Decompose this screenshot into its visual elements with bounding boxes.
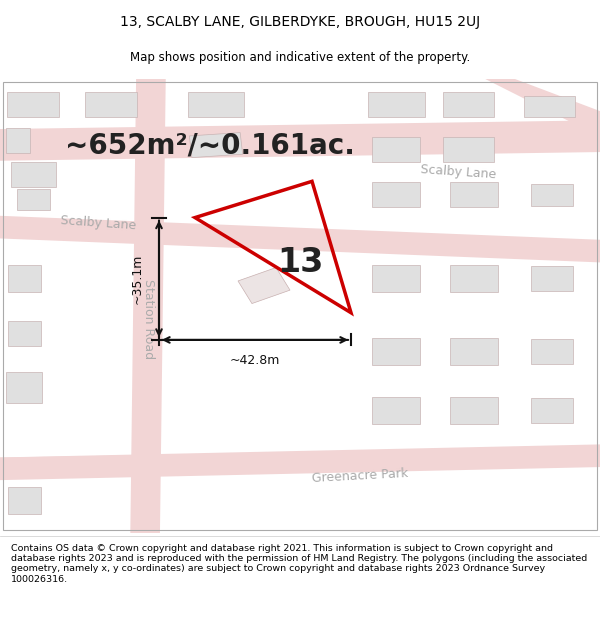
Polygon shape bbox=[372, 265, 420, 292]
Polygon shape bbox=[7, 92, 59, 117]
Polygon shape bbox=[523, 96, 575, 118]
Text: Map shows position and indicative extent of the property.: Map shows position and indicative extent… bbox=[130, 51, 470, 64]
Text: 13: 13 bbox=[277, 246, 323, 279]
Polygon shape bbox=[443, 137, 493, 162]
Text: ~42.8m: ~42.8m bbox=[230, 354, 280, 366]
Polygon shape bbox=[7, 488, 41, 514]
Polygon shape bbox=[372, 182, 420, 208]
Polygon shape bbox=[6, 128, 30, 153]
Polygon shape bbox=[130, 70, 166, 541]
Text: Greenacre Park: Greenacre Park bbox=[311, 467, 409, 485]
Polygon shape bbox=[238, 268, 290, 304]
Polygon shape bbox=[450, 182, 498, 208]
Polygon shape bbox=[372, 396, 420, 424]
Text: 13, SCALBY LANE, GILBERDYKE, BROUGH, HU15 2UJ: 13, SCALBY LANE, GILBERDYKE, BROUGH, HU1… bbox=[120, 15, 480, 29]
Polygon shape bbox=[17, 189, 49, 211]
Text: Scalby Lane: Scalby Lane bbox=[60, 214, 137, 232]
Polygon shape bbox=[190, 132, 242, 158]
Polygon shape bbox=[531, 398, 573, 422]
Polygon shape bbox=[6, 372, 42, 403]
Polygon shape bbox=[531, 184, 573, 206]
Polygon shape bbox=[450, 396, 498, 424]
Polygon shape bbox=[7, 265, 41, 292]
Text: ~652m²/~0.161ac.: ~652m²/~0.161ac. bbox=[65, 131, 355, 159]
Polygon shape bbox=[367, 92, 425, 117]
Text: Contains OS data © Crown copyright and database right 2021. This information is : Contains OS data © Crown copyright and d… bbox=[11, 544, 587, 584]
Polygon shape bbox=[372, 338, 420, 365]
Polygon shape bbox=[443, 92, 493, 117]
Polygon shape bbox=[0, 120, 600, 161]
Polygon shape bbox=[7, 321, 41, 346]
Polygon shape bbox=[450, 338, 498, 365]
Text: Station Road: Station Road bbox=[142, 279, 155, 359]
Polygon shape bbox=[468, 70, 600, 142]
Polygon shape bbox=[531, 339, 573, 364]
Polygon shape bbox=[0, 215, 600, 263]
Polygon shape bbox=[187, 92, 245, 117]
Polygon shape bbox=[0, 444, 600, 481]
Polygon shape bbox=[450, 265, 498, 292]
Text: ~35.1m: ~35.1m bbox=[131, 254, 144, 304]
Text: Scalby Lane: Scalby Lane bbox=[420, 163, 497, 181]
Polygon shape bbox=[372, 137, 420, 162]
Polygon shape bbox=[85, 92, 137, 117]
Polygon shape bbox=[0, 456, 160, 467]
Polygon shape bbox=[11, 162, 56, 187]
Polygon shape bbox=[531, 266, 573, 291]
